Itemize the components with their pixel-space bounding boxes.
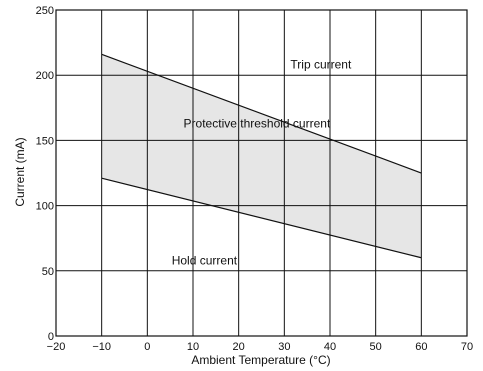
protective-threshold-current-label: Protective threshold current [184,116,331,130]
y-tick-label: 250 [36,5,54,17]
hold-current-line [101,177,422,259]
x-tick-label: 50 [370,341,382,353]
protective-threshold-region [101,54,422,258]
x-tick-label: 40 [324,341,336,353]
x-tick-label: 10 [187,341,199,353]
x-tick-label: 70 [461,341,473,353]
y-tick-label: 100 [36,201,54,213]
trip-current-line [101,53,422,174]
x-tick-label: 60 [415,341,427,353]
y-tick-label: 50 [42,266,54,278]
x-axis-label: Ambient Temperature (°C) [191,353,330,367]
x-tick-label: −20 [47,341,66,353]
x-tick-label: 0 [144,341,150,353]
x-tick-label: 20 [233,341,245,353]
y-tick-label: 0 [48,331,54,343]
x-tick-label: −10 [92,341,111,353]
plot-frame [55,9,468,337]
trip-current-label: Trip current [290,58,352,72]
x-tick-label: 30 [278,341,290,353]
y-axis-label: Current (mA) [13,137,27,206]
y-tick-label: 200 [36,70,54,82]
y-tick-label: 150 [36,135,54,147]
hold-current-label: Hold current [172,253,238,267]
